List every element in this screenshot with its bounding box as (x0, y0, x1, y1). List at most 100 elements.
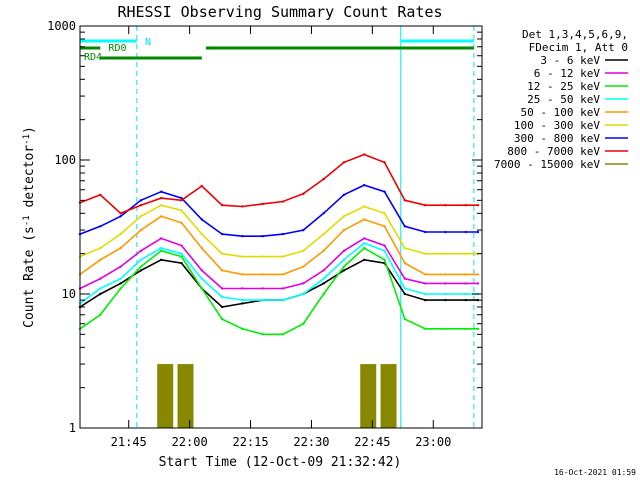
series-point-2-20 (476, 327, 480, 330)
series-point-3-5 (180, 252, 183, 255)
series-point-7-16 (403, 199, 407, 202)
series-point-6-8 (241, 234, 244, 238)
series-point-0-12 (322, 282, 325, 285)
footer-date: 16-Oct-2021 01:59 (554, 468, 636, 477)
series-point-6-18 (444, 230, 447, 234)
series-point-3-8 (241, 298, 244, 302)
series-point-2-3 (139, 265, 143, 268)
series-point-2-12 (322, 292, 325, 296)
series-point-7-12 (322, 177, 325, 181)
series-point-1-6 (200, 269, 204, 272)
x-tick-label-0: 21:45 (111, 435, 147, 449)
legend-label-2: 12 - 25 keV (527, 80, 600, 93)
series-group (78, 153, 480, 428)
series-point-5-12 (322, 232, 325, 236)
series-point-7-11 (302, 192, 305, 195)
legend-label-7: 800 - 7000 keV (507, 145, 600, 158)
y-axis-label: Count Rate (s-1 detector-1) (22, 126, 37, 328)
series-point-2-19 (464, 327, 467, 330)
legend-label-0: 3 - 6 keV (540, 54, 600, 67)
series-point-2-7 (220, 317, 224, 321)
series-point-5-4 (160, 203, 163, 207)
x-tick-label-4: 22:45 (354, 435, 390, 449)
series-point-7-15 (383, 161, 386, 164)
series-point-5-7 (220, 252, 224, 255)
y-tick-label-3: 1000 (47, 19, 76, 33)
series-point-7-13 (342, 161, 346, 164)
series-point-2-8 (241, 327, 244, 330)
series-point-7-8 (241, 205, 244, 208)
series-point-0-1 (99, 292, 102, 296)
series-point-6-16 (403, 225, 407, 228)
series-point-4-11 (302, 265, 305, 268)
series-point-7-6 (200, 184, 204, 188)
series-point-4-18 (444, 273, 447, 276)
series-point-5-17 (423, 252, 427, 255)
series-point-1-13 (342, 249, 346, 253)
series-point-6-4 (160, 190, 163, 193)
series-point-0-19 (464, 298, 467, 302)
series-line-7 (79, 153, 478, 215)
series-point-2-2 (119, 287, 122, 290)
series-point-0-2 (119, 282, 122, 285)
series-point-2-1 (99, 313, 102, 316)
series-point-4-12 (322, 249, 325, 253)
series-point-3-16 (403, 287, 407, 290)
legend-label-6: 300 - 800 keV (514, 132, 600, 145)
series-point-6-13 (342, 193, 346, 196)
series-point-3-12 (322, 277, 325, 280)
series-point-2-18 (444, 327, 447, 330)
series-point-6-15 (383, 190, 386, 193)
series-point-1-2 (119, 265, 122, 268)
series-point-1-12 (322, 269, 325, 272)
rd4-label: RD4 (84, 52, 102, 63)
series-point-4-3 (139, 228, 143, 232)
series-point-1-14 (363, 237, 366, 240)
series-point-6-12 (322, 212, 325, 215)
series-point-3-15 (383, 249, 386, 253)
series-point-3-7 (220, 295, 224, 299)
series-point-4-9 (261, 273, 264, 276)
series-point-5-2 (119, 232, 122, 236)
series-point-5-9 (261, 255, 264, 258)
series-point-5-14 (363, 205, 366, 208)
legend-label-3: 25 - 50 keV (527, 93, 600, 106)
y-tick-label-1: 10 (62, 287, 76, 301)
series-point-0-7 (220, 305, 224, 309)
series-point-7-5 (180, 199, 183, 202)
series-point-3-14 (363, 241, 366, 245)
x-tick-label-2: 22:15 (232, 435, 268, 449)
legend-label-5: 100 - 300 keV (514, 119, 600, 132)
series-point-5-6 (200, 232, 204, 236)
series-point-3-3 (139, 258, 143, 261)
series-point-3-11 (302, 292, 305, 296)
series-point-2-9 (261, 333, 264, 336)
series-point-5-5 (180, 209, 183, 212)
series-point-4-16 (403, 261, 407, 265)
rd0-label: RD0 (108, 43, 126, 54)
series-point-0-14 (363, 258, 366, 261)
y-tick-label-0: 1 (69, 421, 76, 435)
axes: 21:45 22:00 22:15 22:30 22:45 23:00 1 10 100 1000 (47, 19, 482, 449)
series-point-6-7 (220, 232, 224, 236)
series-point-6-5 (180, 196, 183, 200)
series-point-7-19 (464, 203, 467, 207)
series-point-1-11 (302, 282, 305, 285)
series-point-1-15 (383, 244, 386, 247)
series-point-2-5 (180, 255, 183, 258)
series-point-3-9 (261, 298, 264, 302)
series-point-1-1 (99, 277, 102, 280)
series-point-4-8 (241, 273, 244, 276)
series-burst-14 (360, 364, 377, 428)
series-point-3-6 (200, 277, 204, 280)
series-point-4-7 (220, 269, 224, 272)
series-point-1-9 (261, 287, 264, 290)
legend-header-1: Det 1,3,4,5,6,9, (522, 28, 628, 41)
series-burst-15 (380, 364, 397, 428)
series-point-6-17 (423, 230, 427, 234)
series-point-7-20 (476, 203, 480, 207)
series-point-3-17 (423, 292, 427, 296)
series-point-7-1 (99, 193, 102, 196)
